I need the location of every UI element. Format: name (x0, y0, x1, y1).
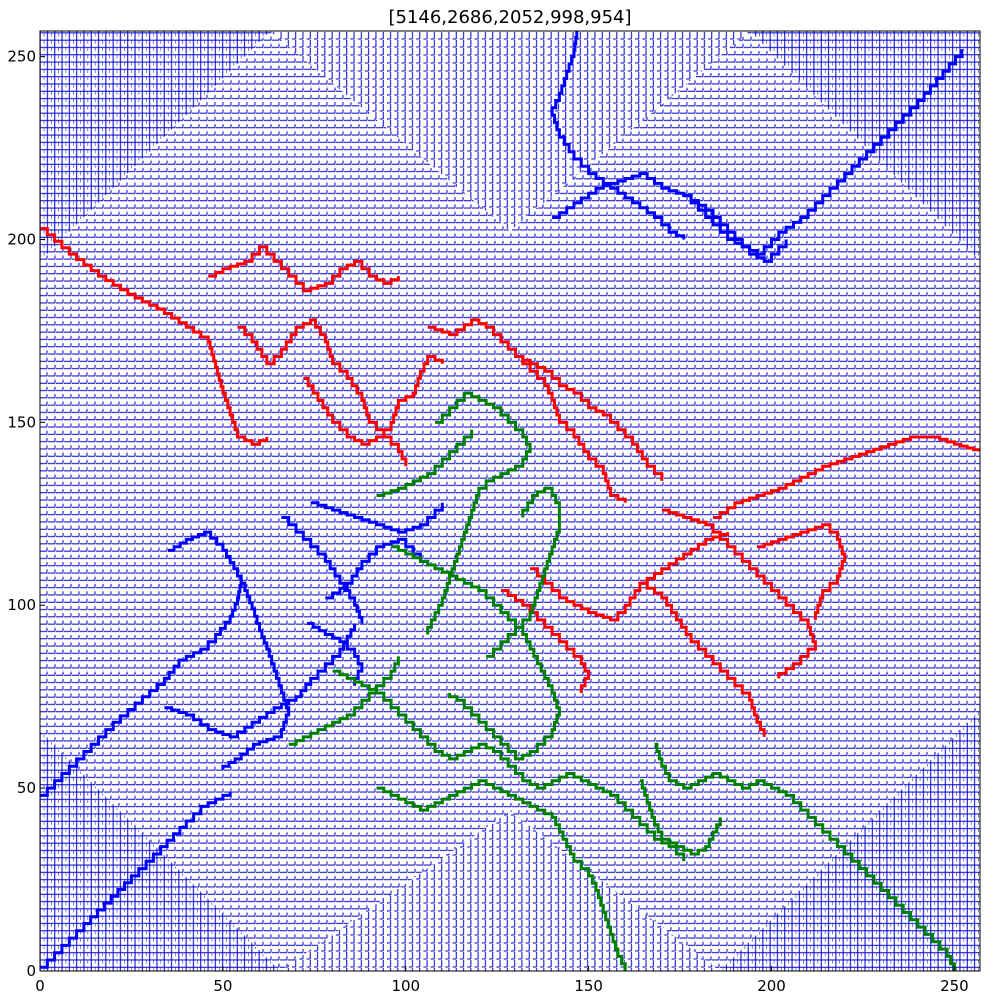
series-0-path-8 (550, 31, 686, 240)
series-2-path-0 (426, 391, 532, 635)
series-1-path-4 (427, 318, 664, 481)
series-1-path-10 (713, 435, 980, 519)
series-0-path-3 (164, 623, 357, 739)
maze-corner-top-left (40, 31, 270, 261)
series-1-path-6 (500, 589, 591, 693)
series-2-path-2 (391, 545, 561, 761)
axis-ticks: 0 50 100 150 200 250 0 50 100 150 200 250 (7, 48, 968, 995)
series-1-path-2 (237, 318, 408, 467)
series-0-path-9 (552, 49, 964, 256)
x-tick-label-1: 50 (213, 977, 232, 995)
y-tick-label-4: 200 (7, 230, 36, 248)
series-0-path-4 (281, 516, 364, 624)
series-0-path-10 (683, 194, 788, 263)
x-tick-label-3: 150 (574, 977, 603, 995)
plot-frame (39, 30, 981, 972)
maze-band-top (270, 31, 750, 231)
y-tick-label-1: 50 (17, 779, 36, 797)
series-0-path-7 (307, 622, 364, 686)
series-1-path-1 (208, 245, 400, 293)
y-tick-label-2: 100 (7, 596, 36, 614)
series-1-path-9 (661, 508, 817, 679)
series-2-path-5 (376, 779, 627, 971)
series-0-path-2 (168, 530, 291, 770)
series-paths (40, 31, 980, 971)
series-2-path-7 (639, 779, 722, 856)
series-2-path-6 (654, 742, 956, 971)
series-0-path-5 (310, 501, 444, 534)
x-tick-label-5: 250 (940, 977, 969, 995)
series-2-path-4 (288, 656, 400, 746)
chart-title: [5146,2686,2052,998,954] (388, 7, 631, 28)
series-0-path-0 (40, 791, 232, 969)
series-1-path-11 (756, 523, 847, 620)
series-2-path-1 (376, 429, 474, 497)
series-0-path-1 (40, 579, 243, 797)
y-tick-label-3: 150 (7, 413, 36, 431)
x-tick-label-4: 200 (757, 977, 786, 995)
y-tick-label-5: 250 (7, 48, 36, 66)
y-tick-label-0: 0 (26, 962, 36, 980)
series-1-path-0 (40, 227, 269, 446)
series-2-path-3 (332, 669, 686, 862)
maze-corner-top-right (750, 31, 980, 261)
x-tick-label-2: 100 (391, 977, 420, 995)
series-1-path-5 (515, 355, 627, 503)
maze-corner-bottom-right (720, 711, 980, 971)
series-2-path-8 (486, 486, 561, 658)
x-tick-label-0: 0 (35, 977, 45, 995)
series-1-path-3 (303, 355, 444, 446)
series-1-path-8 (639, 581, 766, 737)
series-1-path-7 (530, 532, 730, 622)
series-0-path-6 (325, 537, 437, 600)
